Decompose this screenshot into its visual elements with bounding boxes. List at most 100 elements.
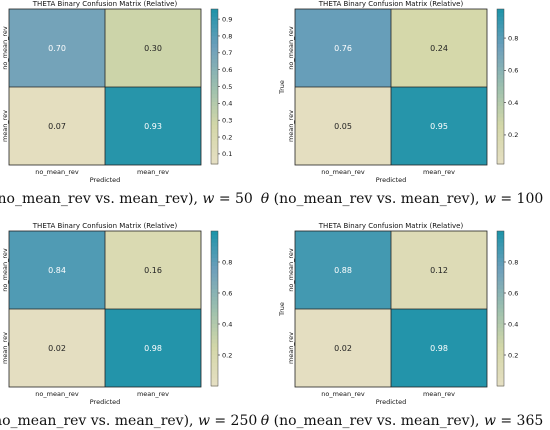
colorbar-segment (211, 63, 218, 68)
colorbar-segment (211, 109, 218, 115)
colorbar-segment (497, 304, 504, 310)
heatmap-cell (295, 309, 391, 387)
heatmap-cell (391, 87, 487, 165)
colorbar-segment (211, 331, 218, 337)
colorbar-segment (211, 378, 218, 383)
colorbar-segment (497, 273, 504, 279)
colorbar-segment (497, 12, 504, 18)
colorbar-segment (497, 144, 504, 150)
colorbar-tick-label: 0.6 (508, 289, 518, 297)
colorbar-segment (497, 9, 504, 14)
colorbar-segment (211, 277, 218, 282)
caption-w: w (484, 191, 496, 207)
colorbar-segment (211, 262, 218, 267)
colorbar-segment (211, 335, 218, 341)
x-tick-label: no_mean_rev (35, 390, 79, 398)
colorbar-segment (497, 24, 504, 29)
heatmap-cell (391, 231, 487, 309)
colorbar-segment (497, 370, 504, 375)
colorbar-segment (497, 109, 504, 115)
panel-caption: θ (no_mean_rev vs. mean_rev), w = 250 (0, 413, 257, 429)
x-axis-label: Predicted (376, 176, 407, 184)
x-tick-label: no_mean_rev (321, 168, 365, 176)
colorbar-segment (211, 327, 218, 333)
y-tick-label: no_mean_rev (287, 248, 295, 292)
colorbar-segment (211, 374, 218, 379)
colorbar-segment (211, 160, 218, 165)
y-tick-label: mean_rev (1, 332, 9, 364)
colorbar-segment (211, 16, 218, 22)
colorbar-segment (211, 324, 218, 329)
colorbar-segment (497, 347, 504, 352)
colorbar-segment (211, 366, 218, 372)
x-tick-label: mean_rev (137, 390, 169, 398)
y-tick-label: mean_rev (1, 110, 9, 142)
colorbar-frame (496, 8, 505, 165)
colorbar-segment (497, 327, 504, 333)
colorbar-segment (211, 312, 218, 317)
colorbar-tick-label: 0.6 (508, 67, 518, 75)
colorbar-segment (211, 343, 218, 348)
chart-title: THETA Binary Confusion Matrix (Relative) (32, 222, 178, 230)
cell-value-label: 0.24 (430, 44, 448, 53)
caption-theta: θ (261, 191, 270, 207)
colorbar-segment (211, 55, 218, 60)
colorbar-segment (211, 246, 218, 251)
colorbar-tick-label: 0.2 (508, 351, 518, 359)
colorbar-segment (211, 40, 218, 45)
y-tick-label: no_mean_rev (1, 26, 9, 70)
colorbar-segment (211, 121, 218, 126)
colorbar-segment (497, 43, 504, 49)
colorbar-tick-label: 0.2 (508, 131, 518, 139)
colorbar-segment (211, 320, 218, 325)
colorbar-segment (497, 324, 504, 329)
cell-value-label: 0.02 (334, 344, 352, 353)
caption-mid: (no_mean_rev vs. mean_rev), (269, 413, 484, 429)
colorbar-segment (211, 140, 218, 146)
colorbar-segment (497, 331, 504, 337)
colorbar-segment (211, 258, 218, 263)
x-tick-label: mean_rev (137, 168, 169, 176)
colorbar-segment (497, 47, 504, 53)
colorbar-tick-label: 0.2 (222, 133, 232, 141)
colorbar-segment (497, 51, 504, 57)
heatmap-cell (105, 9, 201, 87)
y-axis-label: True (278, 80, 286, 95)
colorbar-tick-label: 0.4 (222, 100, 232, 108)
colorbar-segment (497, 262, 504, 267)
colorbar-segment (211, 32, 218, 37)
colorbar-segment (497, 265, 504, 271)
caption-mid: (no_mean_rev vs. mean_rev), (0, 413, 198, 429)
colorbar-segment (497, 351, 504, 356)
colorbar-frame (496, 230, 505, 387)
colorbar-segment (497, 382, 504, 387)
colorbar-segment (497, 74, 504, 80)
colorbar-segment (497, 133, 504, 138)
colorbar-segment (211, 28, 218, 33)
colorbar-segment (211, 24, 218, 29)
colorbar-segment (211, 152, 218, 157)
colorbar-segment (211, 133, 218, 138)
colorbar-segment (497, 378, 504, 383)
colorbar-segment (211, 47, 218, 53)
colorbar-segment (211, 382, 218, 387)
colorbar-segment (211, 144, 218, 150)
colorbar-segment (211, 358, 218, 364)
colorbar-tick-label: 0.2 (222, 351, 232, 359)
x-tick-label: mean_rev (423, 168, 455, 176)
cell-value-label: 0.16 (144, 266, 162, 275)
heatmap-cell (295, 231, 391, 309)
chart-title: THETA Binary Confusion Matrix (Relative) (318, 222, 464, 230)
heatmap-cell (295, 9, 391, 87)
colorbar-segment (497, 160, 504, 165)
cell-value-label: 0.76 (334, 44, 352, 53)
colorbar-segment (497, 105, 504, 111)
colorbar-tick-label: 0.1 (222, 150, 232, 158)
cell-value-label: 0.30 (144, 44, 162, 53)
confusion-matrix-panel-2: THETA Binary Confusion Matrix (Relative)… (261, 0, 544, 207)
colorbar-segment (497, 36, 504, 41)
colorbar-segment (211, 9, 218, 14)
colorbar-segment (497, 40, 504, 45)
colorbar-segment (497, 55, 504, 60)
colorbar-segment (497, 312, 504, 317)
